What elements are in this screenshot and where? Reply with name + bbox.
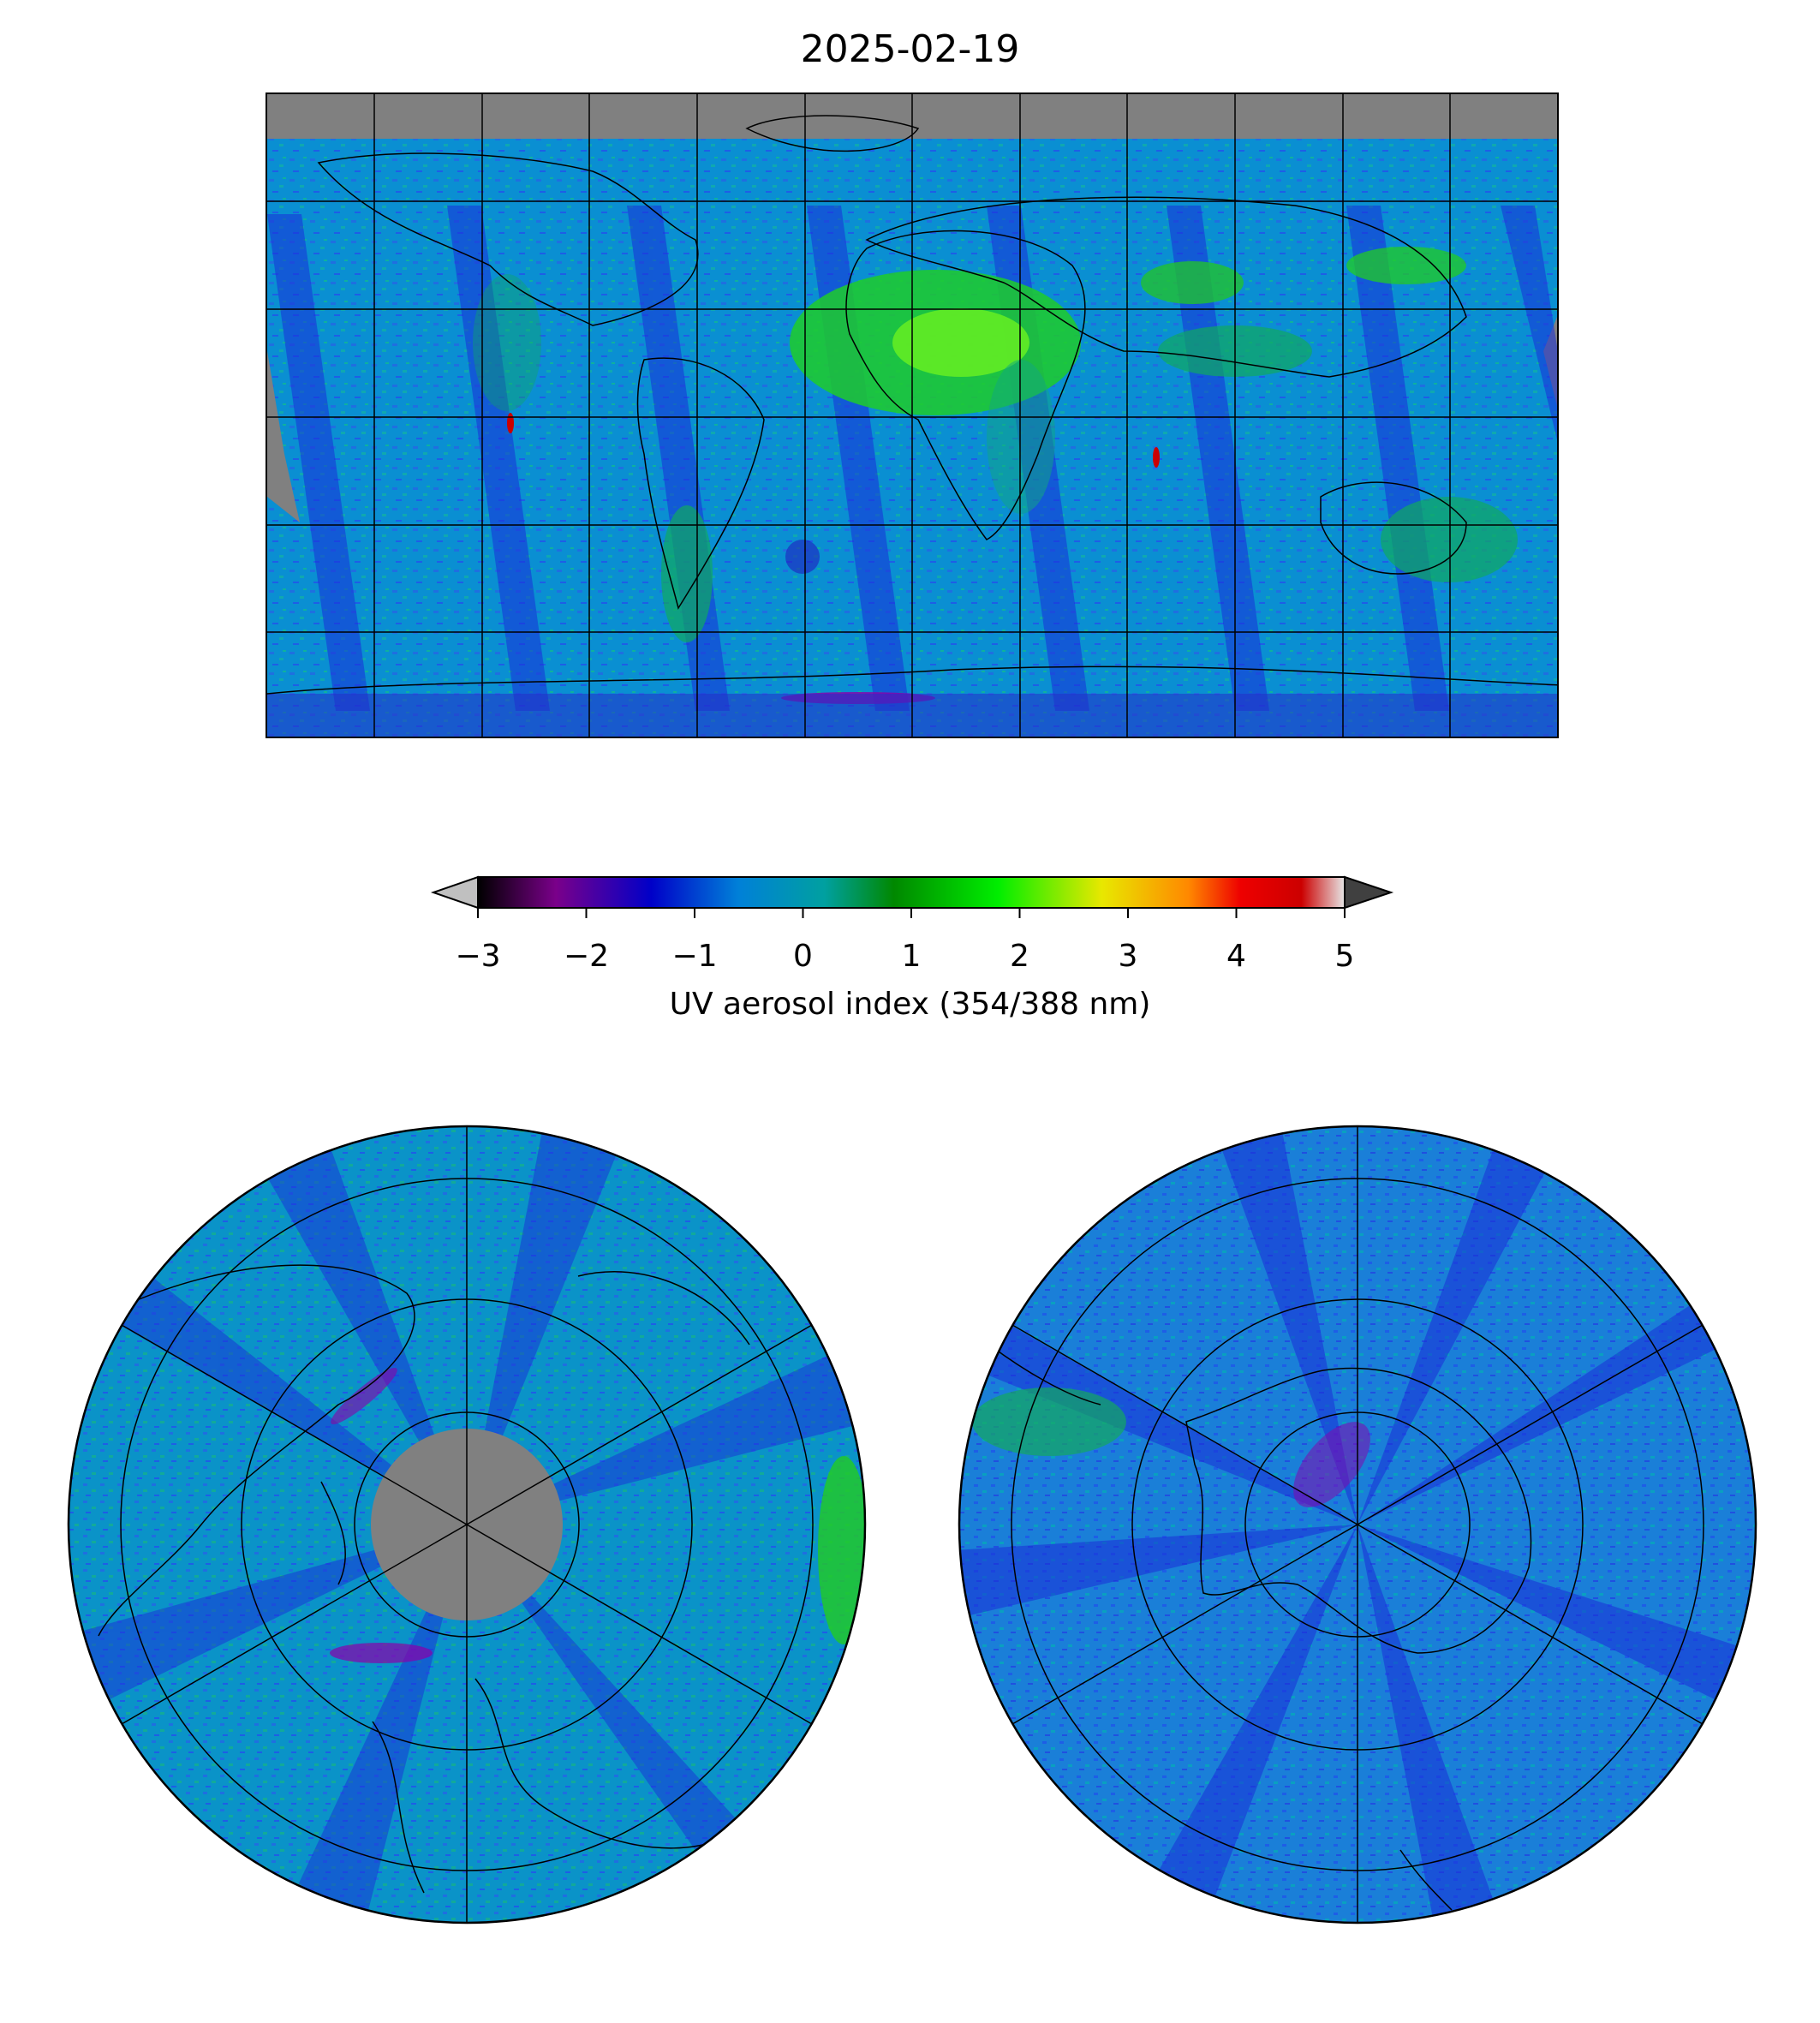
south-graticule — [1011, 1126, 1704, 1923]
missing-data-west — [267, 351, 300, 522]
colorbar-gradient — [477, 876, 1346, 909]
colorbar-tick-label: 4 — [1226, 939, 1246, 974]
colorbar-tick-label: 1 — [901, 939, 922, 974]
colorbar — [428, 865, 1396, 934]
north-polar-map — [64, 1122, 869, 1927]
colorbar-tick-label: 0 — [793, 939, 813, 974]
colorbar-canvas — [430, 875, 1394, 918]
north-boundary — [67, 1125, 867, 1925]
north-graticule — [120, 1126, 814, 1923]
colorbar-under-arrow — [430, 875, 479, 910]
graticule — [267, 94, 1557, 737]
colorbar-tick-label: 3 — [1118, 939, 1138, 974]
colorbar-over-arrow — [1344, 875, 1394, 910]
missing-data-band — [267, 94, 1557, 139]
colorbar-tick-label: −3 — [455, 939, 501, 974]
south-coastlines — [988, 1344, 1532, 1911]
south-polar-map — [955, 1122, 1760, 1927]
north-polar-canvas — [67, 1125, 867, 1925]
south-polar-canvas — [958, 1125, 1757, 1925]
colorbar-label: UV aerosol index (354/388 nm) — [669, 987, 1151, 1022]
global-map — [266, 92, 1559, 738]
colorbar-tick-label: 2 — [1010, 939, 1029, 974]
figure-title: 2025-02-19 — [800, 27, 1020, 71]
global-map-canvas — [267, 94, 1557, 737]
colorbar-tick-label: −2 — [563, 939, 610, 974]
antarctic-band — [267, 694, 1557, 737]
south-boundary — [958, 1125, 1757, 1925]
north-coastlines — [98, 1264, 750, 1894]
colorbar-tick-label: 5 — [1334, 939, 1355, 974]
colorbar-tick-label: −1 — [671, 939, 718, 974]
land-highlights — [473, 247, 1518, 642]
